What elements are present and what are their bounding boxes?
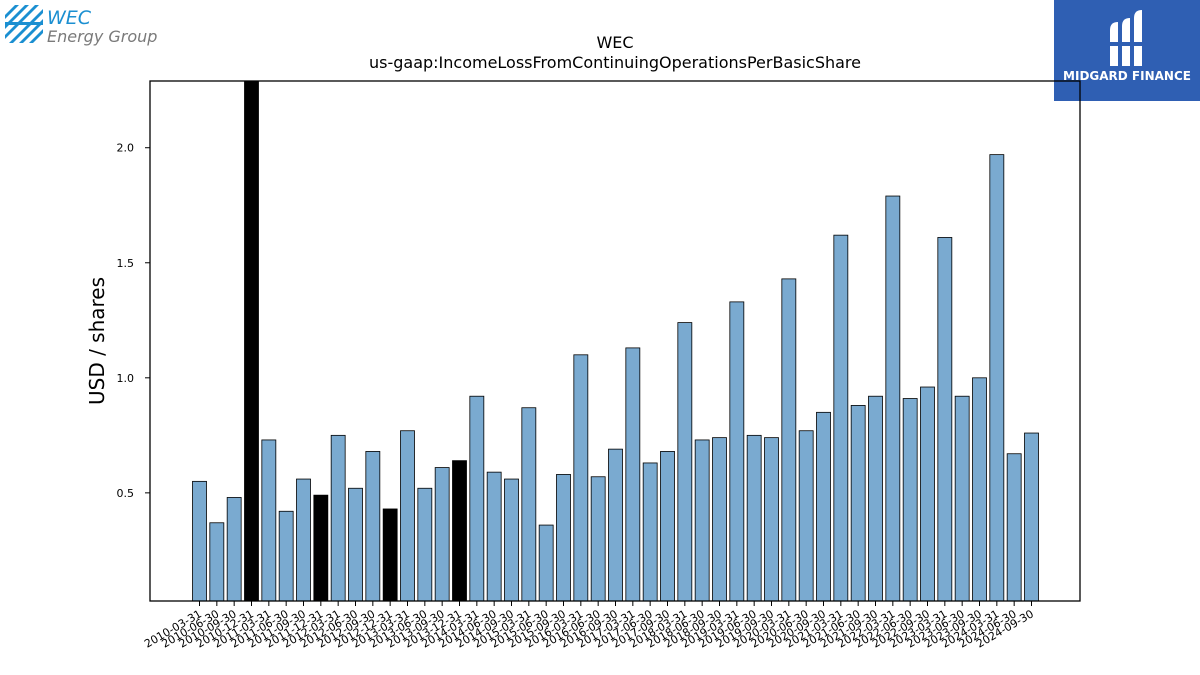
bar-2016-06-30 bbox=[590, 476, 606, 602]
bar-2015-06-30 bbox=[538, 524, 554, 602]
bar-2013-03-31 bbox=[400, 430, 415, 602]
bar-2019-06-30 bbox=[746, 434, 762, 602]
bar-2012-12-31 bbox=[382, 508, 398, 602]
y-axis-ticks: 0.5 1.0 1.5 2.0 bbox=[117, 142, 150, 500]
midgard-finance-logo: MIDGARD FINANCE bbox=[1054, 0, 1200, 101]
bar-2023-09-30 bbox=[972, 377, 987, 602]
chart-title: WEC bbox=[596, 33, 633, 52]
y-tick-label: 1.5 bbox=[117, 257, 135, 270]
bar-2021-03-31 bbox=[833, 234, 849, 602]
bar-2021-06-30 bbox=[850, 405, 866, 602]
y-tick-label: 1.0 bbox=[117, 372, 135, 385]
bar-2010-03-31 bbox=[192, 480, 207, 602]
bar-2010-09-30 bbox=[226, 497, 242, 602]
bar-2017-09-30 bbox=[660, 451, 675, 602]
bar-2019-03-31 bbox=[729, 301, 745, 602]
bar-2012-03-31 bbox=[330, 434, 346, 602]
y-tick-label: 0.5 bbox=[117, 487, 135, 500]
bar-2016-09-30 bbox=[608, 448, 623, 602]
bar-2020-03-31 bbox=[781, 278, 797, 602]
bar-2013-06-30 bbox=[417, 487, 433, 602]
midgard-logo-mark-icon bbox=[1106, 10, 1146, 66]
bar-2015-09-30 bbox=[556, 474, 571, 602]
bar-2018-03-31 bbox=[677, 322, 693, 602]
bar-2010-12-31 bbox=[244, 80, 259, 602]
bar-2014-03-31 bbox=[469, 395, 485, 602]
bar-2021-09-30 bbox=[868, 395, 883, 602]
chart-subtitle: us-gaap:IncomeLossFromContinuingOperatio… bbox=[369, 53, 861, 72]
bar-2017-06-30 bbox=[642, 462, 658, 602]
bar-2018-09-30 bbox=[712, 437, 727, 602]
x-axis-ticks: 2010-03-312010-06-302010-09-302010-12-31… bbox=[142, 601, 1036, 651]
y-axis-label: USD / shares bbox=[85, 277, 109, 405]
bar-2015-03-31 bbox=[521, 407, 537, 602]
bar-2013-09-30 bbox=[434, 467, 450, 602]
wec-energy-group-logo: WEC Energy Group bbox=[5, 5, 175, 47]
bars-group bbox=[192, 80, 1039, 602]
midgard-finance-text: MIDGARD FINANCE bbox=[1063, 69, 1191, 83]
bar-2023-03-31 bbox=[937, 237, 953, 602]
company-name-line2: Energy Group bbox=[47, 27, 158, 46]
bar-2022-06-30 bbox=[902, 398, 918, 602]
bar-2018-06-30 bbox=[694, 439, 710, 602]
bar-2012-09-30 bbox=[365, 451, 381, 602]
bar-2023-06-30 bbox=[954, 395, 970, 602]
bar-2024-06-30 bbox=[1006, 453, 1022, 602]
wec-logo-mark-icon bbox=[5, 5, 43, 43]
bar-2011-03-31 bbox=[261, 439, 277, 602]
company-name-line1: WEC bbox=[47, 7, 92, 29]
bar-2019-09-30 bbox=[764, 437, 779, 602]
y-tick-label: 2.0 bbox=[117, 142, 135, 155]
bar-2020-09-30 bbox=[816, 411, 831, 602]
bar-2011-06-30 bbox=[278, 510, 294, 602]
bar-2017-03-31 bbox=[625, 347, 641, 602]
bar-2010-06-30 bbox=[209, 522, 225, 602]
bar-2014-09-30 bbox=[504, 478, 519, 602]
bar-2024-09-30 bbox=[1024, 432, 1039, 602]
bar-2022-09-30 bbox=[920, 386, 935, 602]
bar-2022-03-31 bbox=[885, 195, 901, 602]
bar-2016-03-31 bbox=[573, 354, 589, 602]
bar-2011-12-31 bbox=[313, 494, 329, 602]
bar-2013-12-31 bbox=[452, 460, 467, 602]
plot-frame bbox=[149, 80, 1081, 602]
bar-2012-06-30 bbox=[348, 487, 363, 602]
bar-2020-06-30 bbox=[798, 430, 814, 602]
bar-2024-03-31 bbox=[989, 154, 1005, 602]
bar-2011-09-30 bbox=[296, 478, 311, 602]
bar-2014-06-30 bbox=[486, 471, 502, 602]
